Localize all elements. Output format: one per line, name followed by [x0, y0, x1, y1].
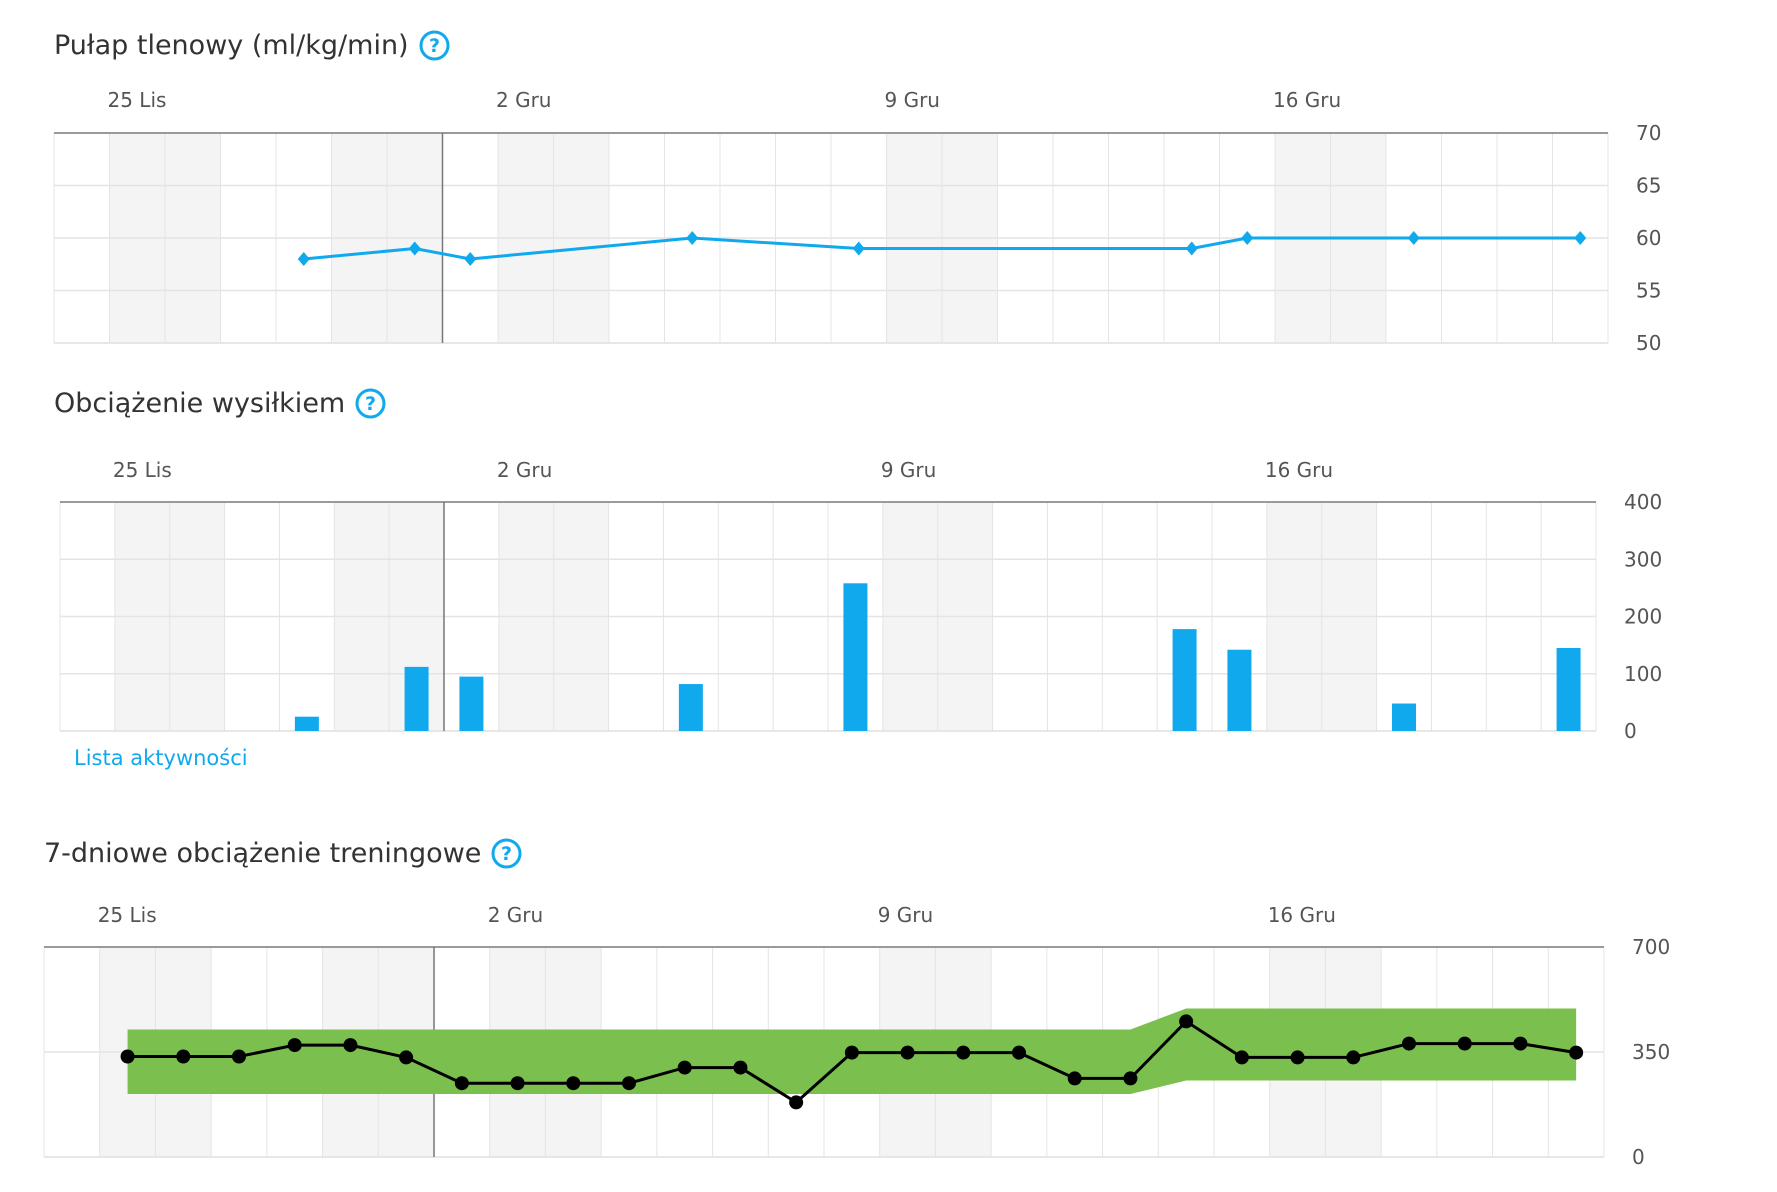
training-data-point: [1179, 1014, 1194, 1029]
x-tick-label: 16 Gru: [1268, 903, 1336, 927]
y-tick-label: 65: [1636, 174, 1661, 198]
load-bar: [294, 716, 319, 731]
vo2-data-point: [852, 241, 865, 256]
question-mark-circle-icon[interactable]: ?: [419, 30, 450, 61]
x-tick-label: 25 Lis: [98, 903, 157, 927]
training-data-point: [399, 1050, 414, 1065]
y-tick-label: 700: [1632, 935, 1670, 959]
vo2-data-point: [1241, 231, 1254, 245]
x-tick-label: 25 Lis: [113, 458, 172, 482]
training-data-point: [844, 1045, 859, 1060]
y-tick-label: 200: [1624, 605, 1662, 629]
training-data-point: [956, 1045, 971, 1060]
training-data-point: [1346, 1050, 1361, 1065]
load-title: Obciążenie wysiłkiem: [54, 388, 346, 419]
vo2-data-point: [1407, 231, 1420, 245]
training-data-point: [1067, 1071, 1082, 1086]
vo2-title-row: Pułap tlenowy (ml/kg/min) ?: [54, 30, 450, 61]
training-data-point: [120, 1049, 135, 1064]
y-tick-label: 70: [1636, 121, 1661, 145]
question-mark-circle-icon[interactable]: ?: [355, 388, 386, 419]
vo2-data-point: [464, 252, 477, 266]
training-data-point: [232, 1049, 246, 1064]
training-data-point: [1513, 1036, 1528, 1051]
load-bar: [678, 684, 703, 731]
load-bar: [459, 676, 484, 731]
x-tick-label: 9 Gru: [885, 88, 940, 112]
load-chart: 400 300 200 100 0 25 Lis 2 Gru 9 Gru 16 Gru: [59, 458, 1662, 743]
svg-text:?: ?: [501, 843, 512, 865]
svg-text:?: ?: [365, 393, 376, 415]
training-data-point: [510, 1076, 525, 1091]
x-tick-label: 2 Gru: [488, 903, 543, 927]
x-tick-label: 9 Gru: [881, 458, 936, 482]
load-bar: [1172, 629, 1197, 731]
svg-text:?: ?: [429, 35, 440, 57]
y-tick-label: 0: [1632, 1145, 1645, 1169]
vo2-data-point: [1574, 231, 1587, 245]
y-tick-label: 100: [1624, 662, 1662, 686]
vo2-data-point: [408, 241, 421, 256]
load-bar: [1227, 649, 1252, 731]
training-data-point: [1290, 1050, 1305, 1065]
load-bar: [1392, 703, 1416, 731]
x-tick-label: 16 Gru: [1265, 458, 1333, 482]
load-bar: [1556, 647, 1581, 731]
training-data-point: [733, 1060, 748, 1075]
training-data-point: [622, 1076, 636, 1091]
training-data-point: [1457, 1036, 1472, 1051]
y-tick-label: 60: [1636, 226, 1661, 250]
training-data-point: [1012, 1045, 1026, 1060]
y-tick-label: 50: [1636, 331, 1661, 355]
x-tick-label: 2 Gru: [497, 458, 552, 482]
x-tick-label: 2 Gru: [496, 88, 551, 112]
y-tick-label: 300: [1624, 547, 1662, 571]
training-data-point: [1123, 1071, 1138, 1086]
training-data-point: [566, 1076, 581, 1091]
training-data-point: [1569, 1045, 1584, 1060]
training-data-point: [900, 1045, 915, 1060]
x-tick-label: 25 Lis: [108, 88, 167, 112]
training-data-point: [343, 1038, 358, 1053]
y-tick-label: 0: [1624, 719, 1637, 743]
training-data-point: [1402, 1036, 1416, 1051]
training-data-point: [677, 1060, 692, 1075]
y-tick-label: 400: [1624, 490, 1662, 514]
load-title-row: Obciążenie wysiłkiem ?: [54, 388, 386, 419]
vo2-title: Pułap tlenowy (ml/kg/min): [54, 30, 409, 61]
training-data-point: [789, 1095, 804, 1110]
x-tick-label: 16 Gru: [1273, 88, 1341, 112]
y-tick-label: 350: [1632, 1040, 1670, 1064]
vo2-data-point: [686, 231, 699, 245]
training-data-point: [454, 1076, 469, 1091]
vo2-chart: 70 65 60 55 50 25 Lis 2 Gru 9 Gru 16 Gru: [53, 88, 1661, 355]
training-data-point: [176, 1049, 191, 1064]
question-mark-circle-icon[interactable]: ?: [491, 838, 522, 869]
training-title: 7-dniowe obciążenie treningowe: [44, 838, 482, 869]
training-title-row: 7-dniowe obciążenie treningowe ?: [44, 838, 522, 869]
training-data-point: [1234, 1050, 1249, 1065]
y-tick-label: 55: [1636, 279, 1661, 303]
vo2-data-point: [297, 252, 310, 266]
load-bar: [404, 666, 429, 731]
vo2-data-point: [1185, 241, 1198, 256]
training-data-point: [287, 1038, 302, 1053]
load-bar: [843, 583, 868, 731]
activity-list-link[interactable]: Lista aktywności: [74, 746, 248, 770]
x-tick-label: 9 Gru: [878, 903, 933, 927]
